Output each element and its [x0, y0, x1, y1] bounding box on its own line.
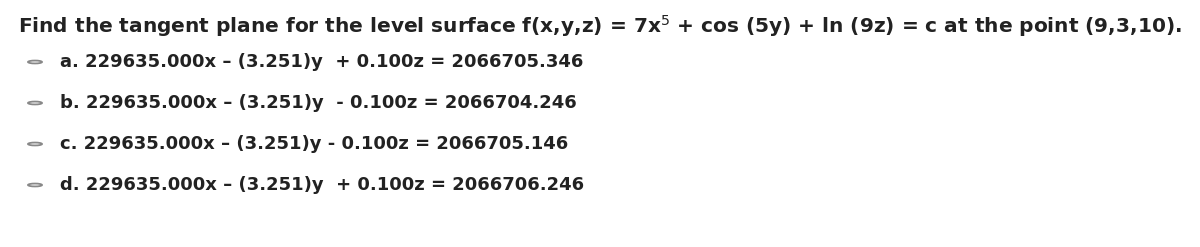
- Text: b. 229635.000x – (3.251)y  - 0.100z = 2066704.246: b. 229635.000x – (3.251)y - 0.100z = 206…: [60, 94, 577, 112]
- Text: c. 229635.000x – (3.251)y - 0.100z = 2066705.146: c. 229635.000x – (3.251)y - 0.100z = 206…: [60, 135, 569, 153]
- Text: a. 229635.000x – (3.251)y  + 0.100z = 2066705.346: a. 229635.000x – (3.251)y + 0.100z = 206…: [60, 53, 583, 71]
- Text: d. 229635.000x – (3.251)y  + 0.100z = 2066706.246: d. 229635.000x – (3.251)y + 0.100z = 206…: [60, 176, 584, 194]
- Text: Find the tangent plane for the level surface f(x,y,z) = 7x$^5$ + cos (5y) + ln (: Find the tangent plane for the level sur…: [18, 13, 1182, 39]
